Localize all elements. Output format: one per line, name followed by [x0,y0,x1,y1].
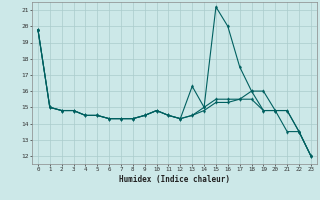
X-axis label: Humidex (Indice chaleur): Humidex (Indice chaleur) [119,175,230,184]
